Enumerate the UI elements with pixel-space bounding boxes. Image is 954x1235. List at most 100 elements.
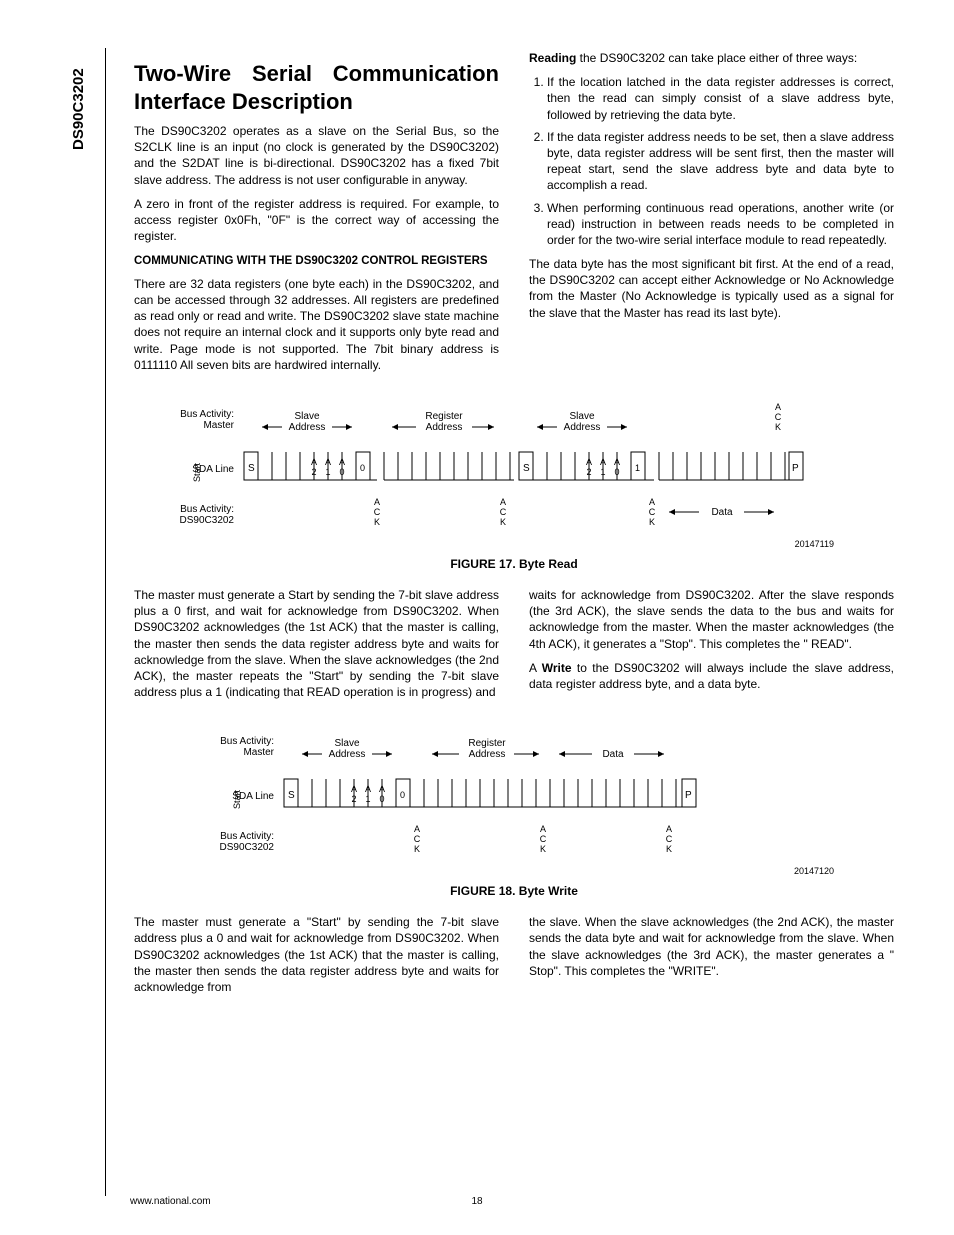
svg-text:A: A (614, 457, 620, 467)
svg-text:Register: Register (425, 411, 463, 422)
sub1-body: There are 32 data registers (one byte ea… (134, 276, 499, 373)
svg-text:DS90C3202: DS90C3202 (180, 515, 235, 526)
svg-text:Address: Address (329, 749, 366, 760)
svg-text:S: S (288, 790, 295, 801)
svg-text:Address: Address (426, 422, 463, 433)
reading-li3: When performing continuous read operatio… (547, 200, 894, 249)
svg-text:A: A (311, 457, 317, 467)
svg-text:Address: Address (289, 422, 326, 433)
svg-text:A: A (775, 402, 781, 412)
intro-p2: A zero in front of the register address … (134, 196, 499, 245)
svg-text:A: A (666, 824, 672, 834)
svg-text:Data: Data (602, 749, 624, 760)
fig18-svg: .t { font: 10px Arial; } .ts { font: 9px… (204, 724, 824, 864)
svg-text:Address: Address (564, 422, 601, 433)
svg-text:P: P (685, 790, 692, 801)
svg-text:C: C (540, 834, 547, 844)
svg-text:Bus Activity:: Bus Activity: (220, 831, 274, 842)
mr2c: to the DS90C3202 will always include the… (529, 661, 894, 691)
fig17-svg: .t { font: 10px Arial; } .ts { font: 9px… (164, 397, 864, 537)
mid-right-col: waits for acknowledge from DS90C3202. Af… (529, 587, 894, 708)
svg-text:A: A (600, 457, 606, 467)
bot-left-p: The master must generate a "Start" by se… (134, 914, 499, 995)
mid-columns: The master must generate a Start by send… (134, 587, 894, 708)
svg-text:DS90C3202: DS90C3202 (220, 842, 275, 853)
svg-text:0: 0 (379, 794, 384, 804)
svg-text:C: C (649, 507, 656, 517)
svg-text:Master: Master (243, 747, 274, 758)
svg-text:0: 0 (360, 463, 365, 473)
svg-text:A: A (586, 457, 592, 467)
reading-intro: Reading the DS90C3202 can take place eit… (529, 50, 894, 66)
svg-text:Bus Activity:: Bus Activity: (180, 409, 234, 420)
svg-text:1: 1 (635, 463, 640, 473)
page: DS90C3202 Two-Wire Serial Communication … (0, 0, 954, 1235)
top-columns: Two-Wire Serial Communication Interface … (134, 50, 894, 381)
svg-text:A: A (540, 824, 546, 834)
bot-left-col: The master must generate a "Start" by se… (134, 914, 499, 1003)
reading-rest: the DS90C3202 can take place either of t… (576, 51, 857, 65)
mr2a: A (529, 661, 542, 675)
section-title: Two-Wire Serial Communication Interface … (134, 60, 499, 115)
svg-text:K: K (666, 844, 672, 854)
svg-text:Address: Address (469, 749, 506, 760)
svg-text:Bus Activity:: Bus Activity: (220, 736, 274, 747)
bot-right-p: the slave. When the slave acknowledges (… (529, 914, 894, 979)
svg-text:C: C (500, 507, 507, 517)
svg-text:K: K (374, 517, 380, 527)
svg-text:K: K (775, 422, 781, 432)
fig18-caption: FIGURE 18. Byte Write (134, 884, 894, 898)
svg-text:P: P (792, 463, 799, 474)
svg-text:A: A (414, 824, 420, 834)
svg-text:S: S (523, 463, 530, 474)
svg-text:Start: Start (232, 790, 242, 810)
mid-right-p1: waits for acknowledge from DS90C3202. Af… (529, 587, 894, 652)
svg-text:Master: Master (203, 420, 234, 431)
intro-p1: The DS90C3202 operates as a slave on the… (134, 123, 499, 188)
svg-text:A: A (374, 497, 380, 507)
svg-text:A: A (379, 784, 385, 794)
svg-text:K: K (540, 844, 546, 854)
figure-17: .t { font: 10px Arial; } .ts { font: 9px… (134, 397, 894, 571)
mr2b: Write (542, 661, 572, 675)
svg-text:A: A (649, 497, 655, 507)
svg-text:Bus Activity:: Bus Activity: (180, 504, 234, 515)
side-part-number: DS90C3202 (70, 68, 87, 150)
fig17-number: 20147119 (134, 539, 894, 549)
svg-text:Slave: Slave (294, 411, 319, 422)
svg-text:A: A (365, 784, 371, 794)
mid-left-col: The master must generate a Start by send… (134, 587, 499, 708)
svg-text:0: 0 (614, 467, 619, 477)
svg-text:2: 2 (586, 467, 591, 477)
svg-text:2: 2 (311, 467, 316, 477)
svg-text:A: A (351, 784, 357, 794)
mid-left-p: The master must generate a Start by send… (134, 587, 499, 700)
content: Two-Wire Serial Communication Interface … (134, 50, 894, 1003)
svg-text:A: A (325, 457, 331, 467)
svg-text:0: 0 (339, 467, 344, 477)
svg-text:S: S (248, 463, 255, 474)
bot-columns: The master must generate a "Start" by se… (134, 914, 894, 1003)
page-number: 18 (0, 1196, 954, 1207)
fig17-caption: FIGURE 17. Byte Read (134, 557, 894, 571)
svg-text:1: 1 (325, 467, 330, 477)
svg-text:C: C (414, 834, 421, 844)
top-right-col: Reading the DS90C3202 can take place eit… (529, 50, 894, 381)
svg-text:C: C (775, 412, 782, 422)
svg-text:C: C (374, 507, 381, 517)
svg-text:A: A (500, 497, 506, 507)
svg-text:0: 0 (400, 790, 405, 800)
svg-text:Start: Start (192, 462, 202, 482)
reading-li2: If the data register address needs to be… (547, 129, 894, 194)
svg-text:K: K (414, 844, 420, 854)
reading-li1: If the location latched in the data regi… (547, 74, 894, 123)
subheading: COMMUNICATING WITH THE DS90C3202 CONTROL… (134, 254, 499, 270)
svg-text:A: A (339, 457, 345, 467)
svg-text:C: C (666, 834, 673, 844)
svg-text:Register: Register (468, 738, 506, 749)
bot-right-col: the slave. When the slave acknowledges (… (529, 914, 894, 1003)
fig18-number: 20147120 (134, 866, 894, 876)
svg-text:K: K (649, 517, 655, 527)
svg-text:Slave: Slave (334, 738, 359, 749)
svg-text:K: K (500, 517, 506, 527)
